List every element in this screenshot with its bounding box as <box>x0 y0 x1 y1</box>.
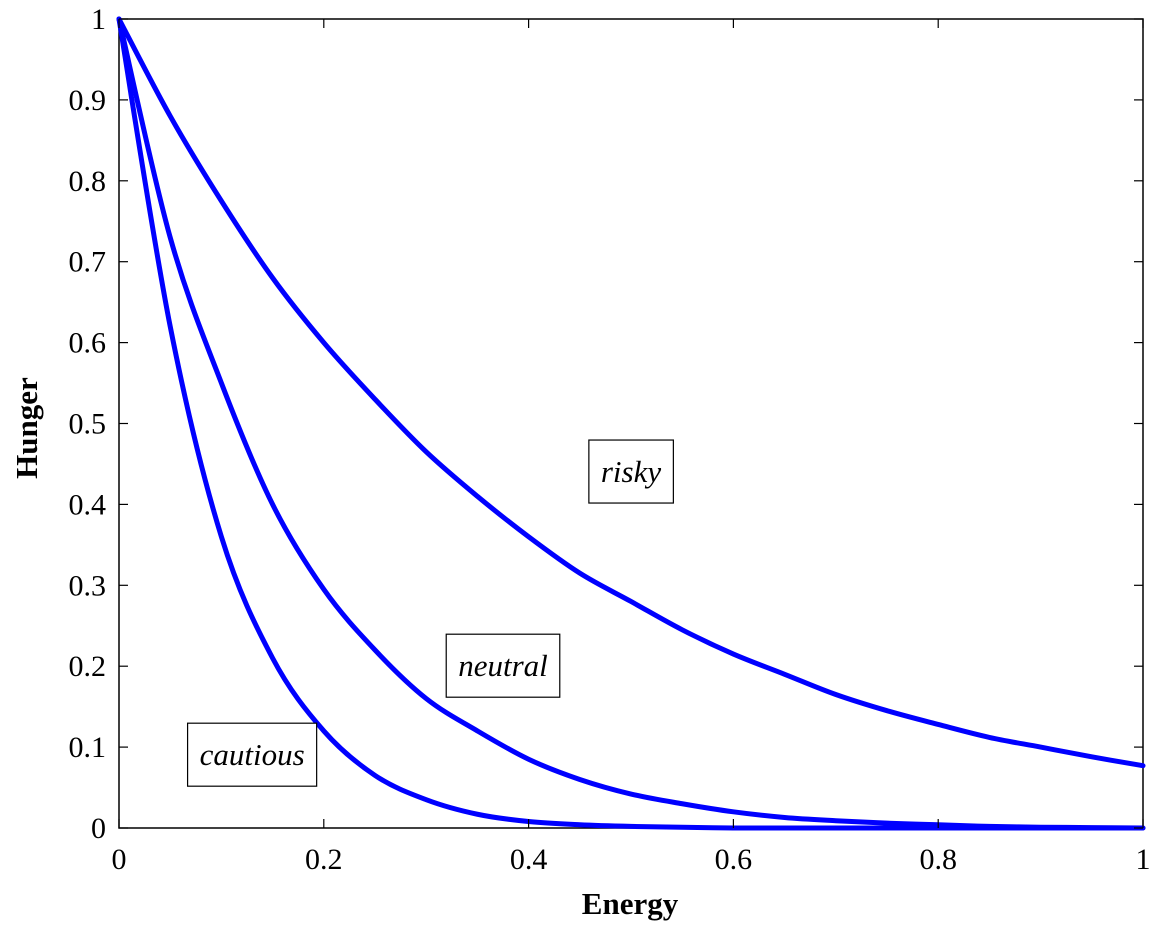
y-axis-title: Hunger <box>9 377 44 479</box>
annotation-neutral: neutral <box>445 633 561 698</box>
y-tick-label: 0.9 <box>69 84 107 117</box>
y-axis: 0 0.1 0.2 0.3 0.4 0.5 0.6 0.7 0.8 0.9 1 <box>69 3 1143 845</box>
x-tick-label: 0.2 <box>305 843 343 876</box>
y-tick-label: 0.4 <box>69 488 107 521</box>
annotation-box <box>445 633 561 698</box>
y-tick-label: 0.1 <box>69 731 107 764</box>
y-tick-label: 0.2 <box>69 650 107 683</box>
series-line-3 <box>116 16 1146 831</box>
x-tick-label: 0 <box>112 843 127 876</box>
y-tick-label: 0.6 <box>69 327 107 360</box>
y-tick-label: 0.8 <box>69 165 107 198</box>
annotation-cautious: cautious <box>186 722 318 787</box>
x-tick-label: 0.6 <box>715 843 753 876</box>
plot-frame <box>118 18 1144 829</box>
annotation-box <box>588 439 674 504</box>
annotation-label: risky <box>601 454 662 489</box>
annotation-label: cautious <box>200 737 305 772</box>
x-axis: 0 0.2 0.4 0.6 0.8 1 <box>112 19 1150 876</box>
y-tick-label: 0.7 <box>69 246 107 279</box>
series-line-1 <box>116 16 1146 769</box>
series-lines <box>116 16 1146 831</box>
y-tick-label: 0.3 <box>69 569 107 602</box>
plot-area <box>118 18 1144 829</box>
annotations: risky neutral cautious <box>186 439 674 787</box>
series-line-2 <box>116 16 1146 831</box>
annotation-box <box>186 722 318 787</box>
x-tick-label: 1 <box>1136 843 1150 876</box>
annotation-risky: risky <box>588 439 674 504</box>
annotation-label: neutral <box>458 648 548 683</box>
x-tick-label: 0.4 <box>510 843 548 876</box>
y-tick-label: 1 <box>91 3 106 36</box>
y-tick-label: 0.5 <box>69 408 107 441</box>
y-tick-label: 0 <box>91 812 106 845</box>
x-tick-label: 0.8 <box>919 843 957 876</box>
x-axis-title: Energy <box>582 886 679 921</box>
